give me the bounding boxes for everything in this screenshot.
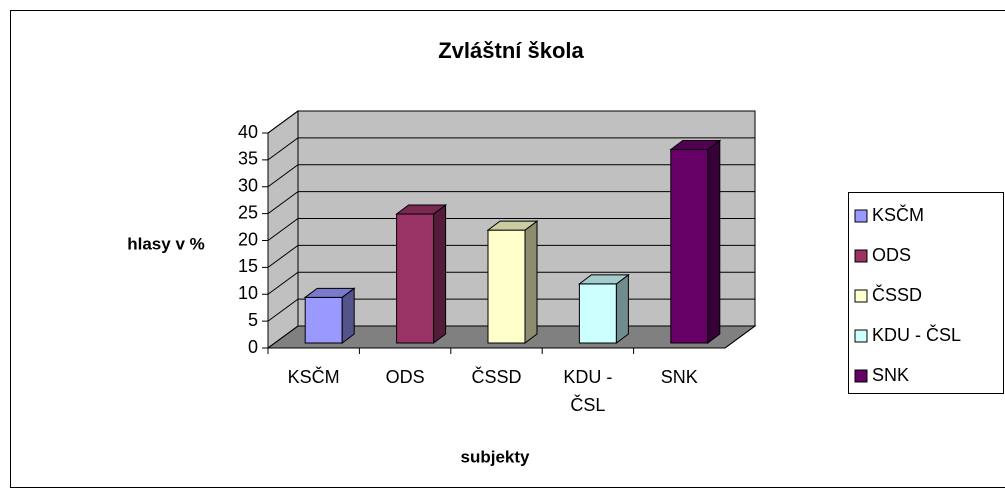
x-tick-label: KDU - ČSL <box>563 367 613 415</box>
legend-box <box>848 192 1004 394</box>
y-tick-label: 25 <box>238 202 258 222</box>
bar <box>669 139 722 344</box>
x-tick-label: KSČM <box>287 367 340 387</box>
legend-swatch <box>854 209 868 223</box>
y-tick-label: 15 <box>238 256 258 276</box>
x-tick-label: SNK <box>660 367 698 387</box>
bar-front <box>487 229 526 344</box>
bar-side <box>524 220 538 344</box>
legend-swatch <box>854 329 868 343</box>
bar-top <box>669 140 722 150</box>
bar-top <box>395 204 448 215</box>
bar-top <box>486 220 539 231</box>
x-tick-label: ČSSD <box>471 367 522 387</box>
legend-label: SNK <box>872 365 909 385</box>
grid-line <box>267 244 755 268</box>
legend-label: KSČM <box>872 204 924 225</box>
bar <box>577 273 630 344</box>
legend-label: ODS <box>872 245 911 265</box>
grid-line <box>267 164 755 188</box>
bar <box>395 204 448 344</box>
x-axis-back <box>724 325 756 349</box>
legend-label: KDU - ČSL <box>872 324 961 345</box>
grid-line <box>267 218 755 241</box>
bar-side <box>707 139 721 344</box>
legend-swatch <box>854 369 868 383</box>
bar-top <box>577 274 630 285</box>
bar-side <box>615 273 629 344</box>
bar <box>303 287 356 344</box>
grid-line <box>267 191 755 215</box>
x-axis-label: subjekty <box>461 447 531 466</box>
y-tick-label: 0 <box>248 337 258 357</box>
bar-front <box>396 213 435 344</box>
y-axis-label: hlasy v % <box>127 234 205 253</box>
bar-front <box>304 296 343 344</box>
bar <box>486 220 539 344</box>
y-tick-label: 10 <box>238 283 258 303</box>
bar-side <box>433 204 447 344</box>
grid-line <box>267 137 755 161</box>
grid-line <box>267 110 755 134</box>
chart-title: Zvláštní škola <box>438 38 584 63</box>
y-tick-label: 20 <box>238 229 258 249</box>
y-tick-label: 5 <box>248 310 258 330</box>
legend-swatch <box>854 289 868 303</box>
y-tick-label: 40 <box>238 122 258 142</box>
bar-front <box>578 283 617 344</box>
grid-line <box>267 271 755 295</box>
x-tick-label: ODS <box>385 367 425 387</box>
bar-front <box>670 149 709 344</box>
y-tick-label: 30 <box>238 176 258 196</box>
legend-label: ČSSD <box>872 284 922 305</box>
bar-top <box>303 287 356 298</box>
y-tick-label: 35 <box>238 149 258 169</box>
legend-swatch <box>854 249 868 263</box>
